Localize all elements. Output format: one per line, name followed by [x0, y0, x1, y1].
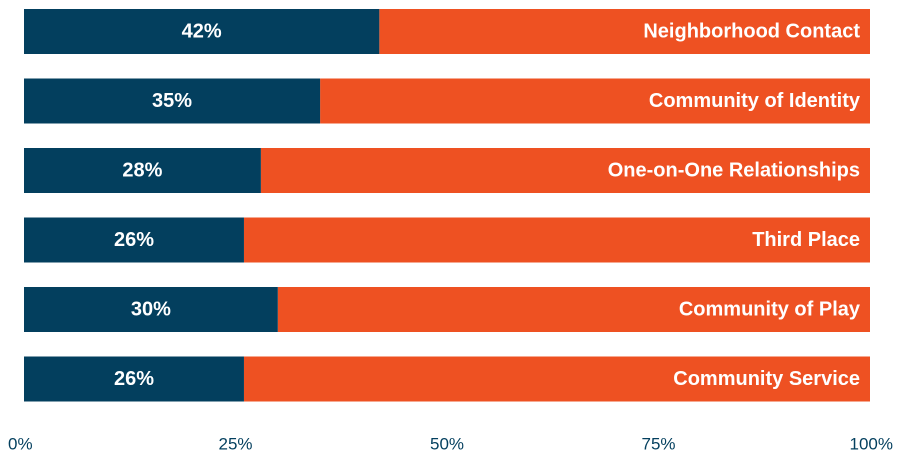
bar-value-community-of-identity: [24, 78, 321, 124]
bar-value-label: 42%: [182, 21, 222, 43]
x-tick-label: 75%: [641, 435, 675, 452]
bar-remainder-one-on-one-relationships: [260, 148, 870, 193]
bar-value-third-place: [24, 217, 244, 263]
bar-category-label: Community of Identity: [649, 90, 861, 112]
x-axis: 0% 25% 50% 75% 100%: [8, 435, 893, 454]
bar-remainder-community-of-identity: [320, 78, 871, 124]
bar-value-label: 30%: [131, 299, 171, 321]
bar-row-one-on-one-relationships: 28% One-on-One Relationships: [24, 148, 870, 193]
bar-category-label: Third Place: [752, 229, 860, 251]
bar-remainder-community-of-play: [277, 287, 870, 332]
bar-remainder-neighborhood-contact: [379, 9, 870, 54]
bar-remainder-community-service: [243, 356, 870, 402]
x-tick-label: 0%: [8, 435, 33, 452]
bar-value-label: 35%: [152, 90, 192, 112]
bar-row-third-place: 26% Third Place: [24, 217, 870, 263]
bar-remainder-third-place: [243, 217, 870, 263]
bar-value-one-on-one-relationships: [24, 148, 261, 193]
bar-value-label: 26%: [114, 229, 154, 251]
bar-row-community-of-play: 30% Community of Play: [24, 287, 870, 332]
bar-category-label: Community of Play: [679, 299, 861, 321]
bar-value-community-of-play: [24, 287, 278, 332]
bar-value-neighborhood-contact: [24, 9, 380, 54]
bar-row-community-service: 26% Community Service: [24, 356, 870, 402]
bar-value-label: 28%: [122, 160, 162, 182]
x-tick-label: 25%: [218, 435, 252, 452]
bar-category-label: Community Service: [673, 368, 860, 390]
bar-value-community-service: [24, 356, 244, 402]
bar-row-community-of-identity: 35% Community of Identity: [24, 78, 871, 124]
bar-value-label: 26%: [114, 368, 154, 390]
bar-category-label: One-on-One Relationships: [608, 160, 860, 182]
x-tick-label: 100%: [850, 435, 893, 452]
bar-row-neighborhood-contact: 42% Neighborhood Contact: [24, 9, 870, 54]
bars-layer: 42% Neighborhood Contact 35% Community of I…: [24, 9, 871, 402]
x-tick-label: 50%: [430, 435, 464, 452]
bar-category-label: Neighborhood Contact: [643, 21, 860, 43]
